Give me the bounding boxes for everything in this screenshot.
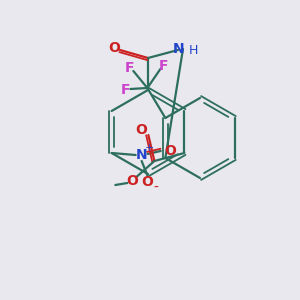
Text: F: F: [159, 59, 168, 73]
Text: O: O: [165, 144, 177, 158]
Text: H: H: [189, 44, 198, 58]
Text: O: O: [126, 174, 138, 188]
Text: O: O: [142, 175, 154, 189]
Text: +: +: [145, 143, 154, 153]
Text: N: N: [136, 148, 147, 162]
Text: F: F: [121, 83, 130, 97]
Text: O: O: [135, 123, 147, 137]
Text: O: O: [108, 41, 120, 55]
Text: F: F: [124, 61, 134, 75]
Text: -: -: [153, 181, 158, 195]
Text: N: N: [173, 42, 185, 56]
